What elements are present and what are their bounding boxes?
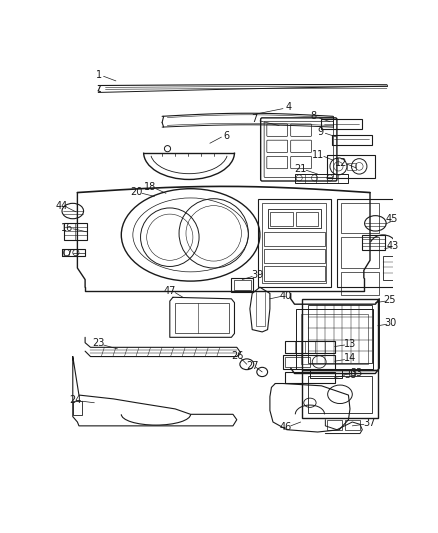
Text: 33: 33 bbox=[351, 368, 363, 378]
Text: 13: 13 bbox=[344, 339, 356, 349]
Text: 27: 27 bbox=[247, 361, 259, 371]
Text: 14: 14 bbox=[344, 353, 356, 363]
Bar bbox=[302, 370, 378, 418]
Bar bbox=[270, 212, 293, 225]
Bar bbox=[310, 370, 342, 378]
Text: 47: 47 bbox=[164, 286, 176, 296]
Text: 24: 24 bbox=[70, 395, 82, 406]
Bar bbox=[302, 299, 378, 370]
Bar bbox=[234, 280, 251, 289]
Bar bbox=[345, 421, 360, 430]
Bar bbox=[296, 212, 318, 225]
Bar bbox=[361, 235, 385, 251]
Text: 39: 39 bbox=[251, 270, 264, 280]
Bar bbox=[341, 237, 379, 268]
Text: 11: 11 bbox=[312, 150, 325, 160]
Bar bbox=[327, 421, 342, 430]
Text: 38: 38 bbox=[344, 370, 356, 380]
Text: 44: 44 bbox=[56, 200, 68, 211]
Bar bbox=[268, 209, 321, 228]
Text: 17: 17 bbox=[61, 249, 74, 259]
Bar bbox=[308, 376, 371, 413]
Text: 1: 1 bbox=[96, 70, 102, 80]
Text: 7: 7 bbox=[251, 115, 258, 124]
Text: 23: 23 bbox=[92, 338, 104, 349]
Text: 25: 25 bbox=[383, 295, 396, 305]
Bar bbox=[264, 232, 325, 246]
Bar bbox=[301, 314, 368, 364]
Text: 20: 20 bbox=[131, 187, 143, 197]
Text: 37: 37 bbox=[363, 418, 375, 428]
Bar bbox=[283, 355, 336, 369]
Bar bbox=[264, 265, 325, 281]
Bar bbox=[308, 305, 371, 364]
Text: 16: 16 bbox=[61, 223, 74, 233]
Bar bbox=[337, 199, 425, 287]
Bar bbox=[332, 135, 371, 145]
Text: 8: 8 bbox=[311, 111, 317, 122]
Bar bbox=[285, 372, 336, 383]
Text: 40: 40 bbox=[280, 290, 292, 301]
Text: 12: 12 bbox=[336, 158, 348, 167]
Bar bbox=[64, 223, 87, 240]
Bar bbox=[321, 119, 361, 130]
Bar bbox=[294, 174, 349, 182]
Bar bbox=[264, 249, 325, 263]
Text: 21: 21 bbox=[294, 164, 307, 174]
Bar bbox=[327, 155, 374, 178]
Bar bbox=[341, 203, 379, 233]
Bar bbox=[175, 303, 229, 334]
Bar bbox=[262, 203, 326, 282]
Bar bbox=[296, 309, 373, 369]
Bar bbox=[347, 163, 356, 170]
Text: 30: 30 bbox=[385, 318, 397, 328]
Text: 9: 9 bbox=[317, 127, 323, 137]
Text: 6: 6 bbox=[224, 131, 230, 141]
Text: 46: 46 bbox=[279, 422, 291, 432]
Text: 18: 18 bbox=[145, 182, 157, 192]
Bar bbox=[383, 256, 414, 280]
Bar bbox=[258, 199, 331, 287]
Text: 45: 45 bbox=[385, 214, 398, 224]
Text: 43: 43 bbox=[387, 241, 399, 252]
Text: 4: 4 bbox=[285, 102, 291, 112]
Bar bbox=[73, 401, 82, 415]
Bar bbox=[285, 357, 310, 367]
Bar bbox=[231, 278, 253, 292]
Bar bbox=[285, 341, 336, 353]
Bar bbox=[62, 249, 85, 256]
Bar bbox=[341, 272, 379, 295]
Text: 26: 26 bbox=[231, 351, 244, 361]
